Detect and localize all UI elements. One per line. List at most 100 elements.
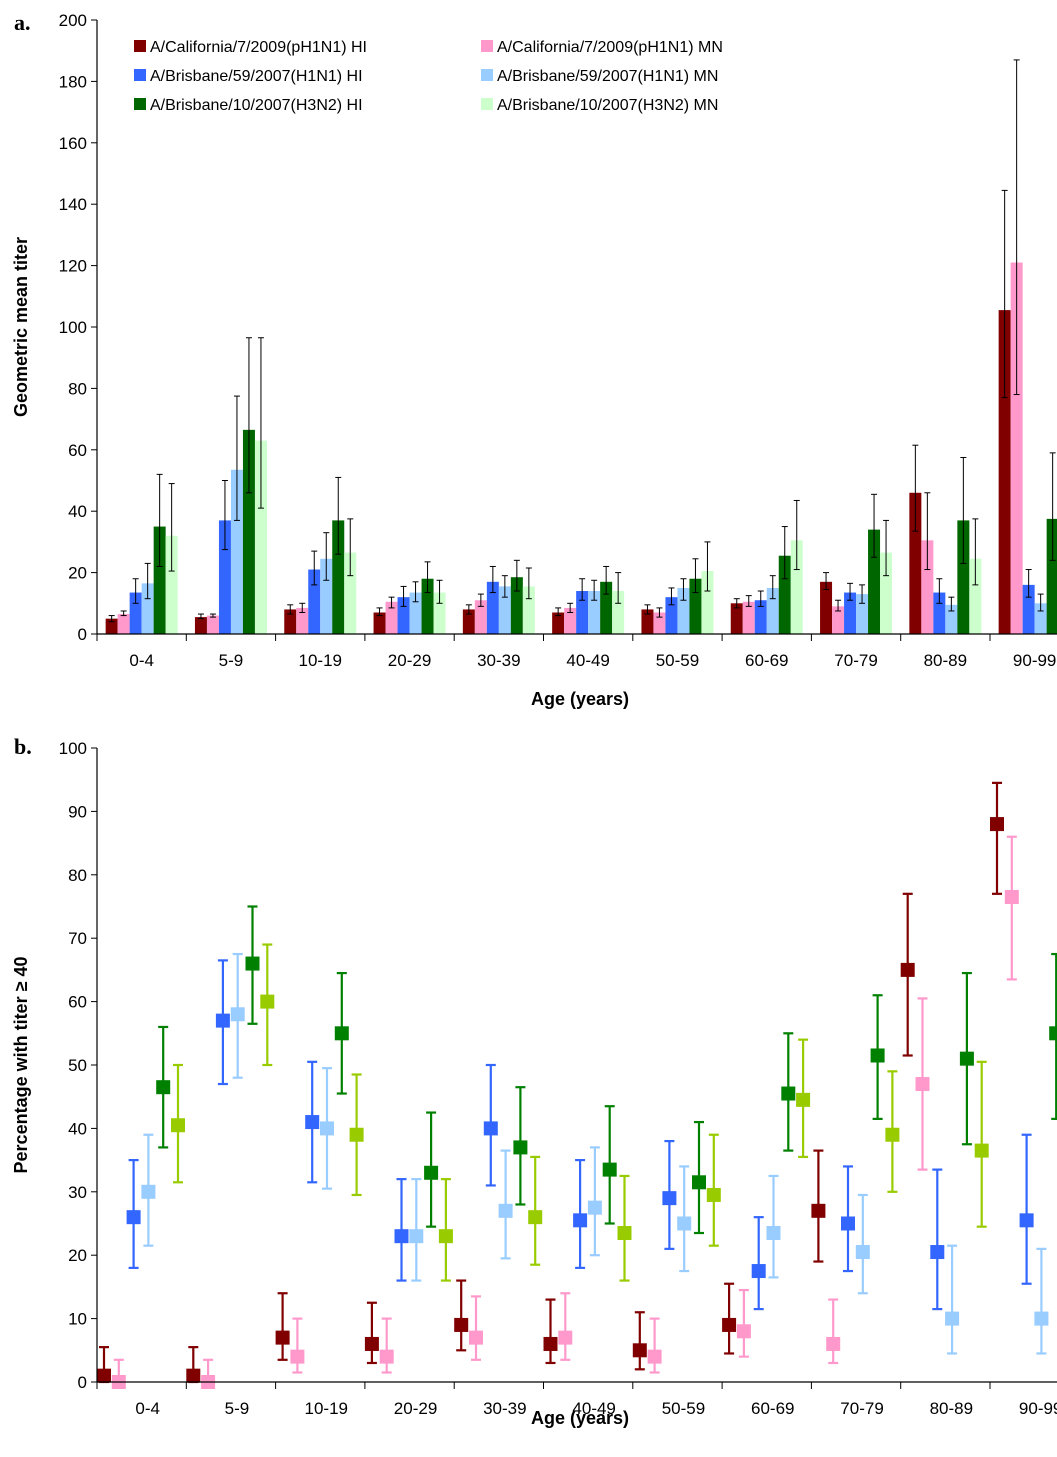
- panel-b-points: [97, 781, 1057, 1389]
- legend-entry: A/California/7/2009(pH1N1) HI: [150, 39, 367, 56]
- y-tick-label: 0: [78, 625, 87, 644]
- legend-swatch: [134, 40, 146, 52]
- data-point: [677, 1216, 692, 1231]
- bar: [230, 469, 243, 634]
- data-point: [558, 1330, 573, 1345]
- bar: [969, 558, 982, 634]
- y-tick-label: 20: [68, 1246, 87, 1265]
- bar: [564, 607, 577, 634]
- y-tick-label: 70: [68, 929, 87, 948]
- data-point: [736, 1324, 751, 1339]
- data-point: [260, 994, 275, 1009]
- data-point: [394, 1229, 409, 1244]
- bar: [820, 581, 833, 634]
- data-point: [990, 817, 1004, 832]
- bar: [945, 604, 958, 634]
- x-tick-label: 5-9: [225, 1399, 250, 1418]
- data-point: [587, 1200, 602, 1215]
- data-point: [498, 1203, 513, 1218]
- bar: [576, 591, 589, 634]
- data-point: [141, 1184, 156, 1199]
- bar: [284, 609, 297, 634]
- data-point: [483, 1121, 498, 1136]
- data-point: [959, 1051, 974, 1066]
- bar: [385, 601, 398, 634]
- y-tick-label: 80: [68, 379, 87, 398]
- bar: [832, 606, 845, 634]
- x-tick-label: 50-59: [656, 651, 699, 670]
- data-point: [245, 956, 260, 971]
- data-point: [230, 1007, 245, 1022]
- bar: [653, 612, 666, 634]
- bar: [242, 429, 255, 634]
- panel-a-xlabel: Age (years): [531, 689, 629, 709]
- legend-swatch: [134, 69, 146, 81]
- x-tick-label: 40-49: [566, 651, 609, 670]
- bar: [921, 540, 934, 634]
- x-tick-label: 80-89: [924, 651, 967, 670]
- bar: [844, 592, 857, 634]
- data-point: [885, 1127, 900, 1142]
- data-point: [438, 1229, 453, 1244]
- y-tick-label: 60: [68, 993, 87, 1012]
- panel-a-x-axis: 0-4 5-9 10-19 20-29 30-39 40-49 50-59 60-69 70-7…: [96, 634, 1056, 670]
- bar: [588, 591, 601, 634]
- legend-entry: A/Brisbane/10/2007(H3N2) MN: [497, 97, 718, 114]
- data-point: [945, 1311, 960, 1326]
- bar: [409, 592, 422, 634]
- x-tick-label: 90-99: [1019, 1399, 1057, 1418]
- bar: [296, 607, 309, 634]
- bar: [600, 581, 613, 634]
- y-tick-label: 30: [68, 1183, 87, 1202]
- data-point: [722, 1317, 737, 1332]
- data-point: [573, 1213, 588, 1228]
- bar: [141, 583, 154, 634]
- data-point: [320, 1121, 334, 1136]
- panel-a-chart: a. Geometric mean titer Age (years) 0 20 4…: [11, 10, 1057, 709]
- bar: [552, 612, 565, 634]
- x-tick-label: 5-9: [219, 651, 244, 670]
- bar: [117, 614, 130, 634]
- data-point: [156, 1080, 171, 1095]
- y-tick-label: 90: [68, 802, 87, 821]
- bar: [641, 609, 654, 634]
- data-point: [409, 1229, 424, 1244]
- data-point: [915, 1077, 930, 1092]
- data-point: [1004, 889, 1019, 904]
- bar: [308, 569, 321, 634]
- bar: [373, 612, 386, 634]
- legend-entry: A/Brisbane/59/2007(H1N1) HI: [150, 68, 363, 85]
- x-tick-label: 60-69: [745, 651, 788, 670]
- data-point: [855, 1245, 870, 1260]
- bar: [778, 555, 791, 634]
- y-tick-label: 80: [68, 866, 87, 885]
- panel-a-label: a.: [14, 10, 31, 35]
- legend-entry: A/Brisbane/10/2007(H3N2) HI: [150, 97, 363, 114]
- bar: [868, 529, 881, 634]
- data-point: [469, 1330, 483, 1345]
- x-tick-label: 30-39: [483, 1399, 526, 1418]
- bar: [1046, 518, 1057, 634]
- x-tick-label: 60-69: [751, 1399, 794, 1418]
- bar: [344, 552, 357, 634]
- bar: [498, 586, 511, 634]
- legend-swatch: [481, 40, 493, 52]
- x-tick-label: 20-29: [394, 1399, 437, 1418]
- bar: [153, 526, 166, 634]
- data-point: [171, 1118, 185, 1133]
- panel-b-y-axis: 0 10 20 30 40 50 60 70 80 90 100: [59, 739, 97, 1392]
- y-tick-label: 160: [59, 134, 87, 153]
- x-tick-label: 20-29: [388, 651, 431, 670]
- data-point: [126, 1210, 141, 1225]
- data-point: [334, 1026, 349, 1041]
- data-point: [617, 1226, 632, 1241]
- data-point: [379, 1349, 394, 1364]
- x-tick-label: 90-99: [1013, 651, 1056, 670]
- y-tick-label: 60: [68, 441, 87, 460]
- x-tick-label: 0-4: [129, 651, 154, 670]
- bar: [856, 594, 869, 634]
- bar: [790, 540, 803, 634]
- bar: [218, 520, 231, 634]
- y-tick-label: 120: [59, 257, 87, 276]
- bar: [754, 600, 767, 634]
